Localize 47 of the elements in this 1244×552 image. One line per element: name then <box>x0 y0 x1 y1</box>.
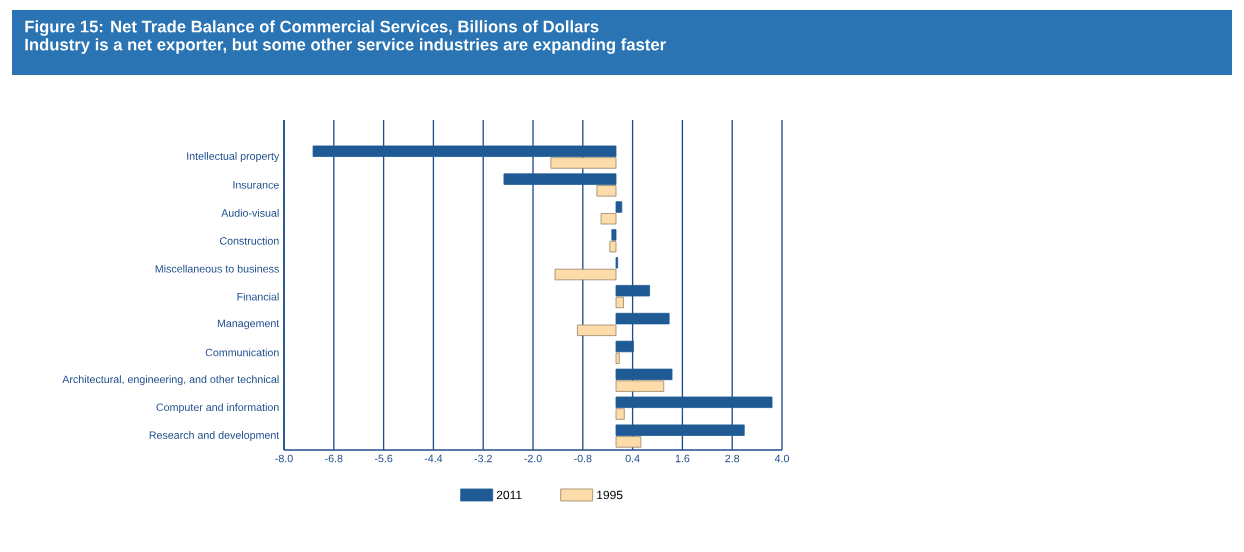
x-tick-label: -8.0 <box>275 454 293 463</box>
x-tick-label: 0.4 <box>625 454 640 463</box>
bar <box>615 201 623 213</box>
x-tick-label: -5.6 <box>374 454 393 463</box>
bar <box>550 157 617 169</box>
legend-label: 1995 <box>597 490 623 500</box>
bar <box>596 185 617 197</box>
x-tick-label: -3.2 <box>474 454 492 463</box>
y-tick-label: Financial <box>237 292 279 301</box>
bar <box>611 229 617 241</box>
chart-title: Figure 15: Net Trade Balance of Commercial Services, Billions of Dollars <box>25 20 599 36</box>
bar <box>615 408 625 420</box>
legend-label: 2011 <box>496 490 522 500</box>
y-tick-label: Audio-visual <box>221 208 279 217</box>
y-tick-label: Computer and information <box>156 403 279 414</box>
bar <box>615 380 665 392</box>
chart-subtitle: Industry is a net exporter, but some other service industries are expanding faster <box>25 38 666 54</box>
bar <box>615 436 642 448</box>
bar <box>600 213 617 225</box>
x-tick-label: 1.6 <box>675 454 690 463</box>
bar <box>615 368 673 381</box>
bar <box>503 173 617 185</box>
x-tick-label: -0.8 <box>574 454 592 463</box>
x-tick-label: 4.0 <box>774 454 790 463</box>
bar <box>609 240 617 253</box>
bar <box>615 312 670 325</box>
x-tick-label: 2.8 <box>725 454 740 463</box>
x-tick-label: -2.0 <box>524 454 542 463</box>
x-tick-label: -6.8 <box>325 454 343 463</box>
bar <box>615 352 620 364</box>
bar <box>615 340 634 353</box>
bar <box>577 324 617 337</box>
y-tick-label: Management <box>217 319 280 330</box>
y-tick-label: Architectural, engineering, and other technical <box>62 375 279 386</box>
x-tick-label: -4.4 <box>424 454 443 463</box>
y-tick-label: Construction <box>219 236 279 245</box>
y-tick-label: Communication <box>205 348 279 357</box>
y-tick-label: Miscellaneous to business <box>155 264 279 273</box>
bar <box>312 145 617 157</box>
y-tick-label: Research and development <box>149 431 280 442</box>
y-tick-label: Insurance <box>233 181 279 189</box>
bar <box>615 285 651 297</box>
bar <box>554 268 617 281</box>
bar <box>615 396 773 408</box>
y-tick-label: Intellectual property <box>187 152 280 163</box>
bar <box>615 296 624 309</box>
bar <box>615 424 745 436</box>
